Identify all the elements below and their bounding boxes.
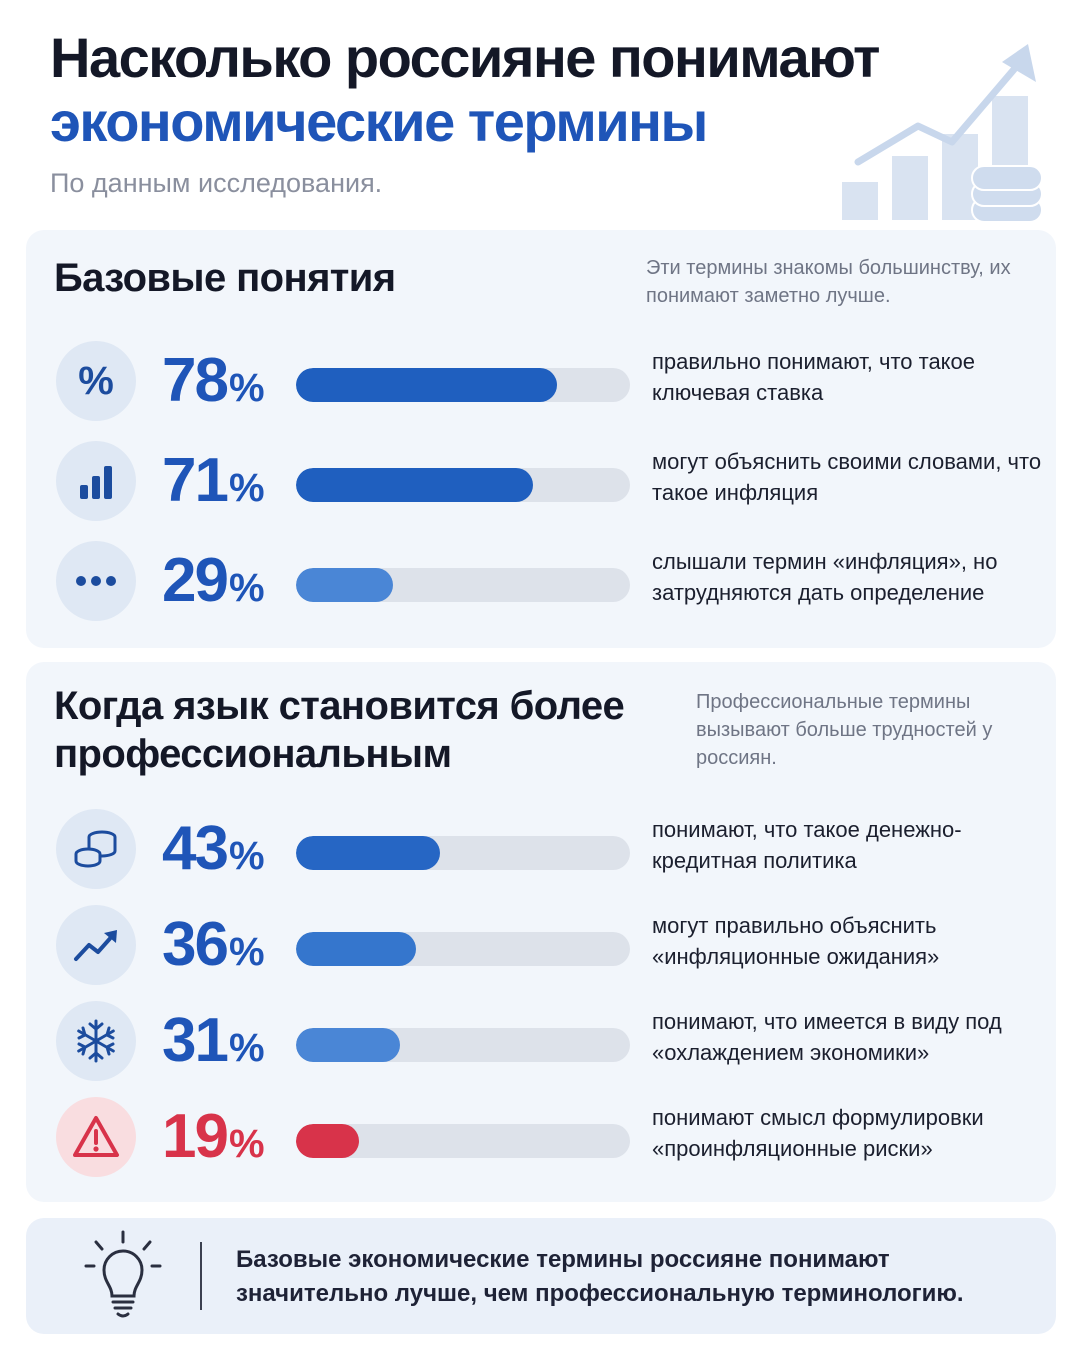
stat-bar bbox=[296, 1028, 630, 1062]
section-title: Когда язык становится более профессионал… bbox=[54, 684, 625, 776]
summary-text: Базовые экономические термины россияне п… bbox=[236, 1246, 964, 1307]
stat-row: 29% слышали термин «инфляция», но затруд… bbox=[26, 536, 1056, 626]
stat-bar-fill bbox=[296, 836, 440, 870]
page-subtitle: По данным исследования. bbox=[50, 168, 383, 198]
stat-bar-fill bbox=[296, 932, 417, 966]
stat-row: 71% могут объяснить своими словами, что … bbox=[26, 436, 1056, 526]
stat-bar bbox=[296, 1124, 630, 1158]
stat-description: могут правильно объяснить «инфляционные … bbox=[652, 913, 940, 969]
stat-value: 31% bbox=[162, 1006, 265, 1075]
stat-bar bbox=[296, 836, 630, 870]
stat-row: 31% понимают, что имеется в виду под «ох… bbox=[26, 996, 1056, 1086]
page-title: Насколько россияне понимают bbox=[50, 26, 880, 89]
section-basic: Базовые понятия Эти термины знакомы боль… bbox=[26, 230, 1056, 648]
stat-bar-fill bbox=[296, 1028, 400, 1062]
stat-bar bbox=[296, 568, 630, 602]
stat-description: правильно понимают, что такое ключевая с… bbox=[652, 349, 976, 405]
stat-bar bbox=[296, 368, 630, 402]
stat-bar-fill bbox=[296, 568, 393, 602]
svg-text:%: % bbox=[78, 359, 114, 403]
warning-icon bbox=[56, 1097, 136, 1177]
stat-value: 36% bbox=[162, 910, 265, 979]
page-title-highlight: экономические термины bbox=[50, 90, 708, 153]
stat-row: % 78% правильно понимают, что такое ключ… bbox=[26, 336, 1056, 426]
stat-description: могут объяснить своими словами, что тако… bbox=[652, 449, 1042, 505]
snowflake-icon bbox=[56, 1001, 136, 1081]
ellipsis-icon bbox=[56, 541, 136, 621]
stat-value: 29% bbox=[162, 546, 265, 615]
coins-icon bbox=[56, 809, 136, 889]
bar-chart-icon bbox=[56, 441, 136, 521]
header: Насколько россияне понимают экономически… bbox=[50, 26, 930, 199]
section-note: Профессиональные термины вызывают больше… bbox=[696, 691, 993, 769]
stat-value: 19% bbox=[162, 1102, 265, 1171]
stat-value: 78% bbox=[162, 346, 265, 415]
stat-description: слышали термин «инфляция», но затрудняют… bbox=[652, 549, 998, 605]
stat-row: 36% могут правильно объяснить «инфляцион… bbox=[26, 900, 1056, 990]
trend-up-icon bbox=[56, 905, 136, 985]
section-professional: Когда язык становится более профессионал… bbox=[26, 662, 1056, 1202]
percent-icon: % bbox=[56, 341, 136, 421]
stat-bar-fill bbox=[296, 468, 534, 502]
summary-box: Базовые экономические термины россияне п… bbox=[26, 1218, 1056, 1334]
section-note: Эти термины знакомы большинству, их пони… bbox=[646, 257, 1011, 307]
stat-description: понимают, что имеется в виду под «охлажд… bbox=[652, 1009, 1002, 1065]
stat-value: 43% bbox=[162, 814, 265, 883]
stat-description: понимают, что такое денежно-кредитная по… bbox=[652, 817, 962, 873]
stat-bar bbox=[296, 468, 630, 502]
stat-bar-fill bbox=[296, 1124, 360, 1158]
section-title: Базовые понятия bbox=[54, 256, 396, 300]
stat-bar-fill bbox=[296, 368, 557, 402]
stat-bar bbox=[296, 932, 630, 966]
lightbulb-icon bbox=[84, 1230, 162, 1318]
stat-value: 71% bbox=[162, 446, 265, 515]
growth-chart-illustration-icon bbox=[842, 44, 1043, 223]
stat-row: 19% понимают смысл формулировки «проинфл… bbox=[26, 1092, 1056, 1182]
stat-row: 43% понимают, что такое денежно-кредитна… bbox=[26, 804, 1056, 894]
summary-divider bbox=[200, 1242, 202, 1310]
stat-description: понимают смысл формулировки «проинфляцио… bbox=[652, 1105, 984, 1161]
